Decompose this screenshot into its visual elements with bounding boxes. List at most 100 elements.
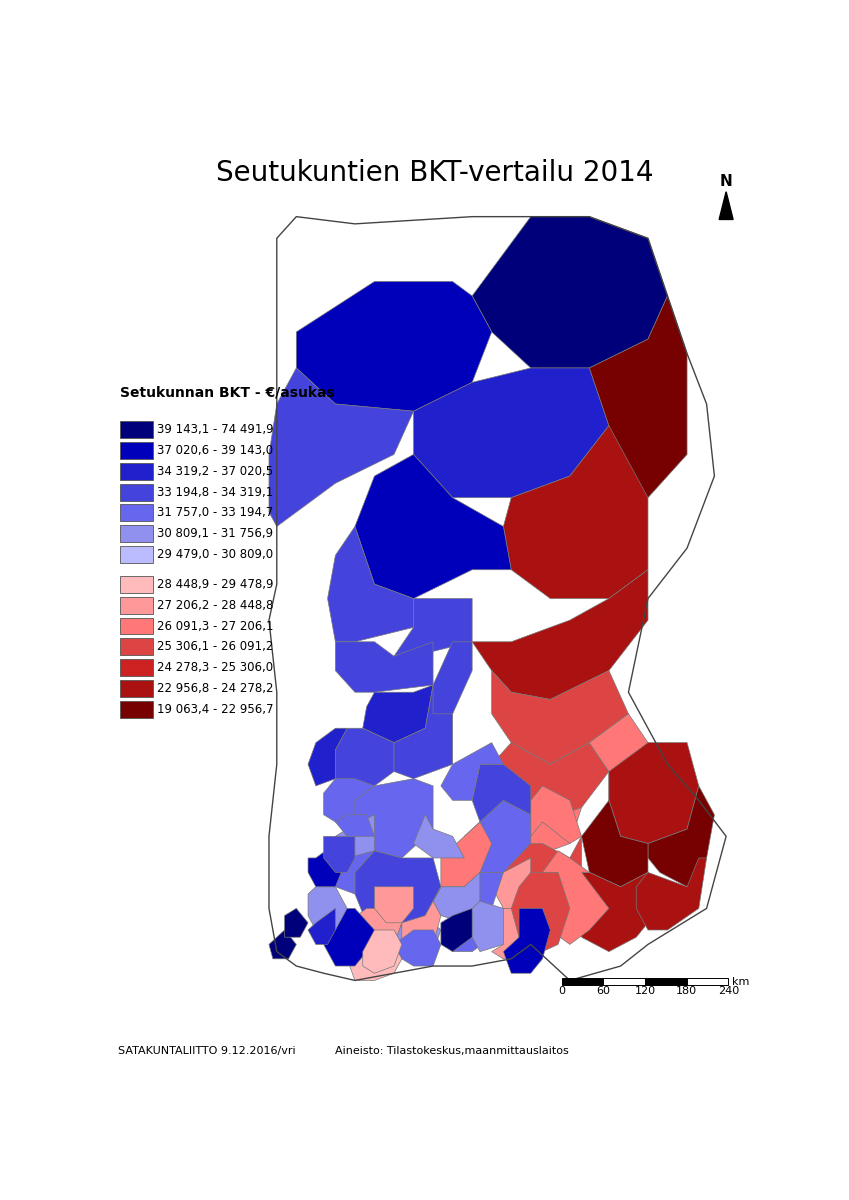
Polygon shape [386, 916, 441, 959]
Text: 26 091,3 - 27 206,1: 26 091,3 - 27 206,1 [157, 619, 273, 632]
Bar [604, 978, 645, 985]
Polygon shape [433, 872, 480, 923]
Polygon shape [433, 642, 472, 714]
Text: 120: 120 [634, 986, 655, 996]
Polygon shape [347, 944, 402, 980]
Polygon shape [472, 901, 511, 952]
Text: 33 194,8 - 34 319,1: 33 194,8 - 34 319,1 [157, 486, 273, 498]
Polygon shape [323, 836, 355, 872]
Polygon shape [472, 217, 667, 368]
Polygon shape [511, 872, 570, 952]
Polygon shape [296, 282, 492, 412]
Polygon shape [480, 800, 582, 858]
Bar [120, 442, 153, 458]
Polygon shape [413, 815, 464, 858]
Bar [120, 504, 153, 521]
Polygon shape [441, 822, 492, 887]
Polygon shape [719, 192, 733, 220]
Text: km: km [733, 977, 750, 986]
Polygon shape [323, 779, 374, 829]
Bar [120, 546, 153, 563]
Polygon shape [441, 908, 480, 952]
Bar [120, 659, 153, 676]
Text: Aineisto: Tilastokeskus,maanmittauslaitos: Aineisto: Tilastokeskus,maanmittauslaito… [335, 1046, 569, 1056]
Polygon shape [363, 930, 402, 973]
Polygon shape [363, 685, 433, 743]
Polygon shape [492, 908, 531, 959]
Polygon shape [472, 570, 648, 700]
Polygon shape [347, 908, 402, 952]
Polygon shape [464, 800, 531, 872]
Bar [687, 978, 728, 985]
Polygon shape [394, 685, 453, 779]
Polygon shape [582, 800, 648, 887]
Text: 180: 180 [677, 986, 697, 996]
Polygon shape [472, 764, 531, 822]
Text: 30 809,1 - 31 756,9: 30 809,1 - 31 756,9 [157, 527, 273, 540]
Text: 34 319,2 - 37 020,5: 34 319,2 - 37 020,5 [157, 464, 273, 478]
Text: 24 278,3 - 25 306,0: 24 278,3 - 25 306,0 [157, 661, 273, 674]
Polygon shape [374, 887, 413, 923]
Polygon shape [394, 930, 441, 966]
Polygon shape [492, 836, 582, 923]
Polygon shape [503, 426, 648, 599]
Polygon shape [328, 527, 413, 642]
Text: 22 956,8 - 24 278,2: 22 956,8 - 24 278,2 [157, 682, 273, 695]
Polygon shape [269, 368, 413, 527]
Polygon shape [323, 851, 374, 894]
Bar [120, 638, 153, 655]
Polygon shape [284, 908, 308, 937]
Polygon shape [492, 858, 531, 908]
Bar [120, 421, 153, 438]
Polygon shape [323, 815, 374, 880]
Polygon shape [308, 908, 335, 944]
Text: 19 063,4 - 22 956,7: 19 063,4 - 22 956,7 [157, 703, 273, 715]
Polygon shape [589, 296, 687, 512]
Polygon shape [441, 872, 503, 952]
Polygon shape [531, 786, 582, 844]
Bar [120, 463, 153, 480]
Bar [120, 526, 153, 542]
Polygon shape [648, 786, 714, 887]
Text: 25 306,1 - 26 091,2: 25 306,1 - 26 091,2 [157, 641, 273, 653]
Polygon shape [335, 815, 374, 836]
Bar [120, 618, 153, 635]
Text: Seutukuntien BKT-vertailu 2014: Seutukuntien BKT-vertailu 2014 [216, 160, 654, 187]
Polygon shape [394, 599, 472, 656]
Text: 31 757,0 - 33 194,7: 31 757,0 - 33 194,7 [157, 506, 273, 520]
Bar [120, 484, 153, 500]
Polygon shape [308, 887, 347, 930]
Polygon shape [503, 908, 550, 973]
Bar [562, 978, 604, 985]
Bar [120, 576, 153, 593]
Polygon shape [402, 887, 441, 952]
Polygon shape [543, 851, 609, 944]
Text: 39 143,1 - 74 491,9: 39 143,1 - 74 491,9 [157, 424, 274, 436]
Polygon shape [609, 743, 699, 844]
Polygon shape [335, 642, 433, 692]
Bar [712, 190, 740, 236]
Text: 240: 240 [717, 986, 739, 996]
Polygon shape [589, 714, 648, 800]
Bar [120, 596, 153, 613]
Polygon shape [492, 671, 628, 764]
Polygon shape [413, 368, 609, 498]
Polygon shape [355, 851, 441, 930]
Bar [120, 680, 153, 697]
Bar [645, 978, 687, 985]
Polygon shape [323, 908, 374, 966]
Text: 60: 60 [597, 986, 610, 996]
Polygon shape [308, 728, 347, 786]
Text: SATAKUNTALIITTO 9.12.2016/vri: SATAKUNTALIITTO 9.12.2016/vri [118, 1046, 295, 1056]
Text: 0: 0 [559, 986, 565, 996]
Polygon shape [269, 930, 296, 959]
Polygon shape [492, 743, 609, 822]
Polygon shape [335, 728, 394, 786]
Polygon shape [355, 779, 433, 858]
Polygon shape [355, 455, 511, 599]
Polygon shape [441, 743, 503, 800]
Text: 28 448,9 - 29 478,9: 28 448,9 - 29 478,9 [157, 578, 273, 590]
Text: 29 479,0 - 30 809,0: 29 479,0 - 30 809,0 [157, 548, 273, 560]
Polygon shape [570, 872, 660, 952]
Polygon shape [636, 858, 706, 930]
